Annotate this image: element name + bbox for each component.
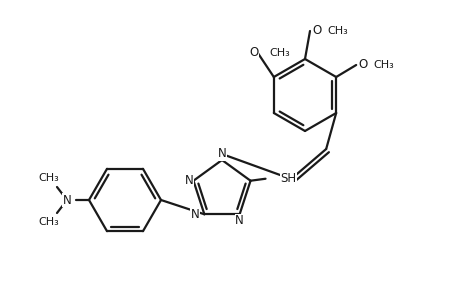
Text: CH₃: CH₃ bbox=[269, 47, 290, 58]
Text: N: N bbox=[185, 174, 193, 187]
Text: CH₃: CH₃ bbox=[372, 59, 393, 70]
Text: O: O bbox=[311, 24, 320, 37]
Text: CH₃: CH₃ bbox=[39, 173, 59, 183]
Text: O: O bbox=[249, 46, 258, 59]
Text: N: N bbox=[190, 208, 199, 221]
Text: N: N bbox=[286, 172, 295, 185]
Text: N: N bbox=[235, 214, 243, 227]
Text: CH₃: CH₃ bbox=[39, 217, 59, 227]
Text: O: O bbox=[358, 58, 367, 71]
Text: SH: SH bbox=[280, 172, 296, 185]
Text: N: N bbox=[217, 147, 226, 160]
Text: CH₃: CH₃ bbox=[326, 26, 347, 35]
Text: N: N bbox=[62, 194, 71, 206]
